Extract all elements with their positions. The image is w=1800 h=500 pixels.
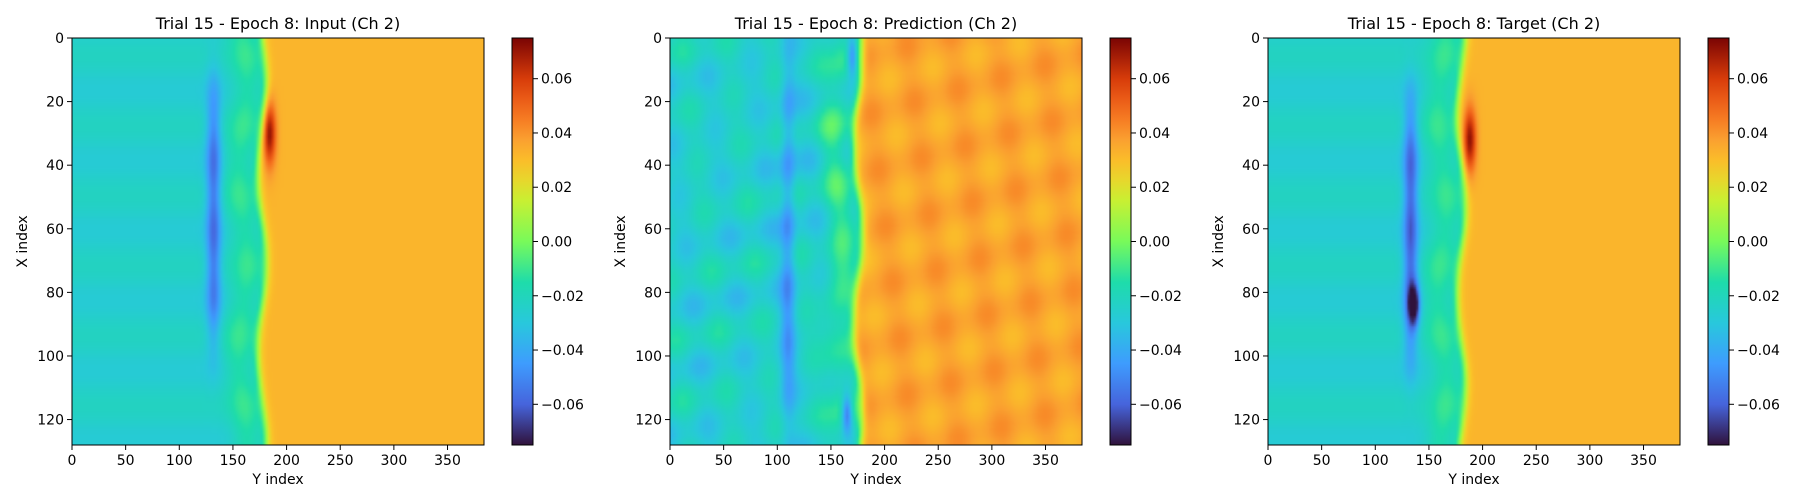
x-tick-label: 50: [715, 453, 733, 469]
colorbar: [1109, 37, 1132, 446]
colorbar-tick-label: −0.02: [1737, 289, 1780, 305]
colorbar-tick-label: −0.04: [1737, 343, 1780, 359]
colorbar-tick-label: 0.02: [541, 180, 572, 196]
y-tick-label: 20: [1242, 95, 1260, 111]
x-axis-label: Y index: [849, 472, 901, 488]
y-tick-label: 100: [37, 349, 64, 365]
colorbar-tick-label: 0.00: [1139, 235, 1170, 251]
chart-title: Trial 15 - Epoch 8: Prediction (Ch 2): [734, 14, 1017, 33]
x-tick-label: 300: [381, 453, 408, 469]
x-tick-label: 350: [1032, 453, 1059, 469]
y-tick-label: 80: [1242, 285, 1260, 301]
x-tick-label: 0: [68, 453, 77, 469]
x-tick-label: 300: [979, 453, 1006, 469]
x-tick-label: 350: [1630, 453, 1657, 469]
x-tick-label: 200: [1469, 453, 1496, 469]
y-tick-label: 120: [37, 413, 64, 429]
colorbar: [1707, 37, 1730, 446]
x-tick-label: 0: [666, 453, 675, 469]
y-tick-label: 80: [644, 285, 662, 301]
y-tick-label: 0: [1251, 31, 1260, 47]
y-tick-label: 120: [635, 413, 662, 429]
x-axis-label: Y index: [251, 472, 303, 488]
x-tick-label: 350: [434, 453, 461, 469]
plot-frame: [1267, 37, 1681, 446]
y-tick-label: 0: [55, 31, 64, 47]
y-axis-label: X index: [1211, 215, 1227, 267]
colorbar-tick-label: −0.02: [1139, 289, 1182, 305]
colorbar-tick-label: 0.02: [1737, 180, 1768, 196]
y-tick-label: 80: [46, 285, 64, 301]
x-tick-label: 250: [925, 453, 952, 469]
heatmap-image: [1268, 38, 1680, 445]
colorbar-tick-label: 0.04: [1139, 126, 1170, 142]
colorbar-tick-label: 0.00: [1737, 235, 1768, 251]
y-tick-label: 100: [635, 349, 662, 365]
colorbar-tick-label: −0.06: [541, 397, 584, 413]
chart-panel-2: Trial 15 - Epoch 8: Target (Ch 2) 0 50 100 1…: [1211, 14, 1780, 488]
y-tick-label: 40: [1242, 158, 1260, 174]
y-tick-label: 20: [46, 95, 64, 111]
y-axis-label: X index: [613, 215, 629, 267]
colorbar-tick-label: 0.06: [1737, 72, 1768, 88]
x-tick-label: 50: [1313, 453, 1331, 469]
plot-frame: [669, 37, 1083, 446]
colorbar-tick-label: −0.02: [541, 289, 584, 305]
chart-panel-1: Trial 15 - Epoch 8: Prediction (Ch 2) 0 50…: [613, 14, 1182, 488]
x-tick-label: 250: [1523, 453, 1550, 469]
heatmap-image: [670, 38, 1082, 445]
chart-title: Trial 15 - Epoch 8: Input (Ch 2): [155, 14, 400, 33]
heatmap-image: [72, 38, 484, 445]
colorbar-tick-label: 0.06: [541, 72, 572, 88]
colorbar-tick-label: 0.02: [1139, 180, 1170, 196]
y-tick-label: 20: [644, 95, 662, 111]
y-tick-label: 120: [1233, 413, 1260, 429]
y-tick-label: 40: [46, 158, 64, 174]
y-tick-label: 60: [46, 222, 64, 238]
x-tick-label: 250: [327, 453, 354, 469]
chart-title: Trial 15 - Epoch 8: Target (Ch 2): [1347, 14, 1600, 33]
colorbar-tick-label: 0.04: [1737, 126, 1768, 142]
y-tick-label: 60: [1242, 222, 1260, 238]
colorbar: [511, 37, 534, 446]
y-tick-label: 60: [644, 222, 662, 238]
y-tick-label: 0: [653, 31, 662, 47]
x-axis-label: Y index: [1447, 472, 1499, 488]
x-tick-label: 50: [117, 453, 135, 469]
colorbar-tick-label: 0.04: [541, 126, 572, 142]
y-tick-label: 100: [1233, 349, 1260, 365]
plot-frame: [71, 37, 485, 446]
colorbar-tick-label: −0.06: [1139, 397, 1182, 413]
colorbar-tick-label: −0.04: [1139, 343, 1182, 359]
x-tick-label: 100: [1362, 453, 1389, 469]
y-tick-label: 40: [644, 158, 662, 174]
x-tick-label: 0: [1264, 453, 1273, 469]
colorbar-tick-label: −0.06: [1737, 397, 1780, 413]
x-tick-label: 200: [273, 453, 300, 469]
x-tick-label: 200: [871, 453, 898, 469]
y-axis-label: X index: [15, 215, 31, 267]
x-tick-label: 150: [818, 453, 845, 469]
colorbar-tick-label: 0.00: [541, 235, 572, 251]
x-tick-label: 100: [166, 453, 193, 469]
x-tick-label: 100: [764, 453, 791, 469]
colorbar-tick-label: −0.04: [541, 343, 584, 359]
colorbar-tick-label: 0.06: [1139, 72, 1170, 88]
x-tick-label: 150: [1416, 453, 1443, 469]
chart-panel-0: Trial 15 - Epoch 8: Input (Ch 2) 0 50 100 15…: [15, 14, 584, 488]
x-tick-label: 150: [220, 453, 247, 469]
x-tick-label: 300: [1577, 453, 1604, 469]
